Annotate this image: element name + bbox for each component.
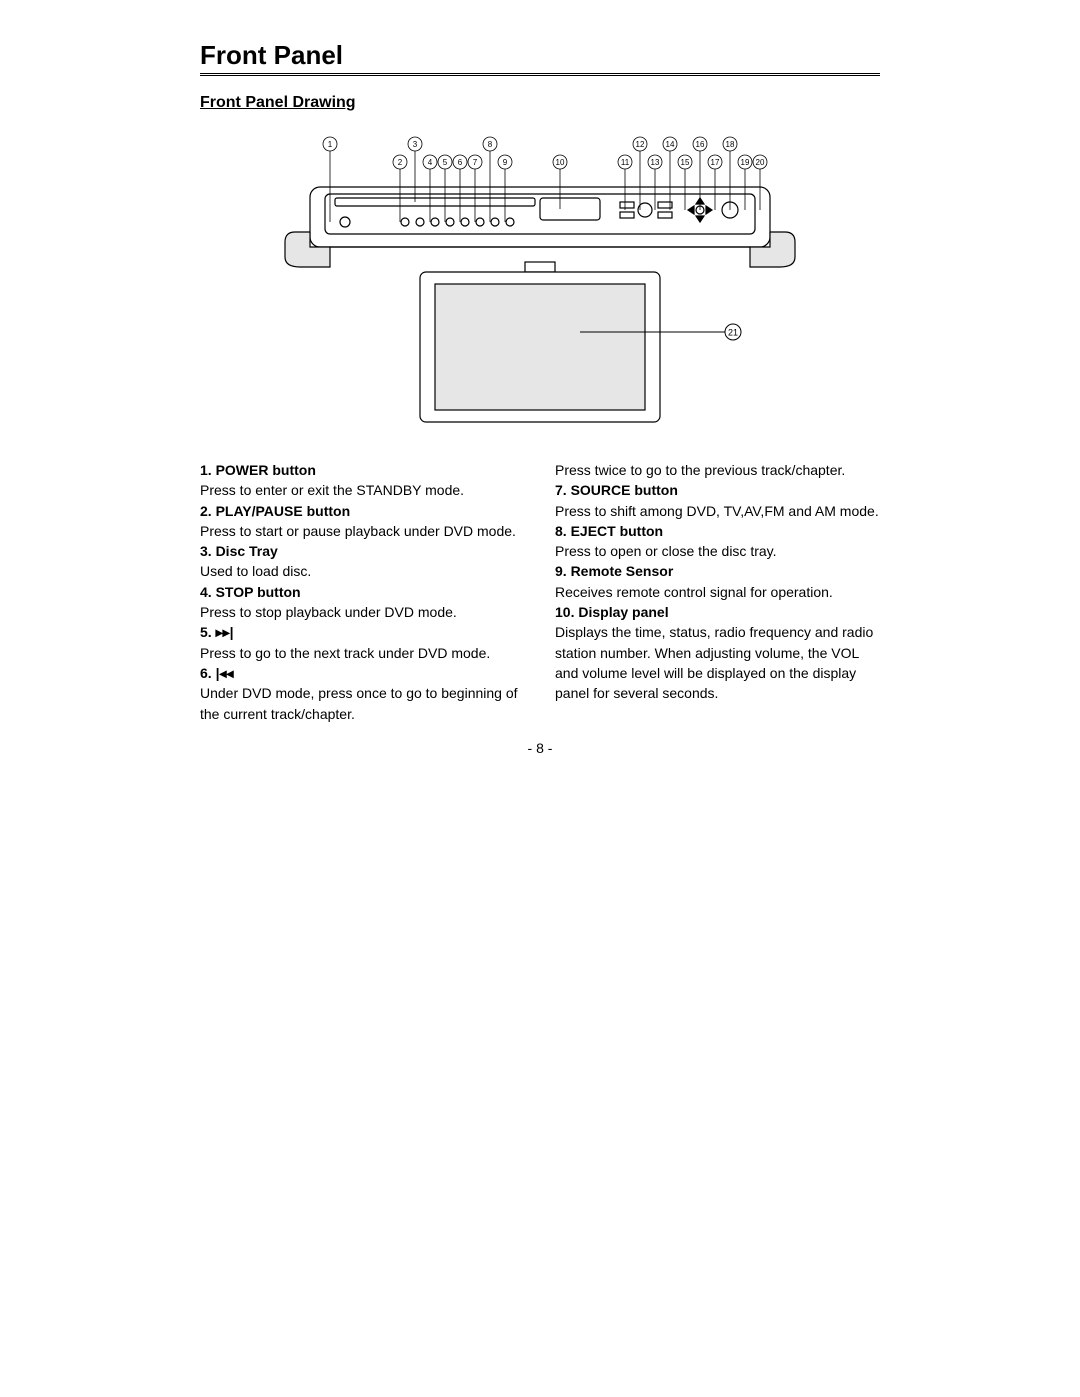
callout-18-label: 18	[726, 140, 735, 149]
right-column: Press twice to go to the previous track/…	[555, 460, 880, 724]
item-body: Displays the time, status, radio frequen…	[555, 622, 880, 703]
callout-13-label: 13	[651, 158, 660, 167]
callout-19-label: 19	[741, 158, 750, 167]
callout-20-label: 20	[756, 158, 765, 167]
diagram-svg: 21 1234567891011121314151617181920	[280, 132, 800, 432]
item-body: Used to load disc.	[200, 561, 525, 581]
left-column: 1. POWER buttonPress to enter or exit th…	[200, 460, 525, 724]
item-title: 1. POWER button	[200, 460, 525, 480]
callout-16-label: 16	[696, 140, 705, 149]
callout-14-label: 14	[666, 140, 675, 149]
item-body: Press to start or pause playback under D…	[200, 521, 525, 541]
title-underline: Front Panel	[200, 40, 880, 76]
callout-10-label: 10	[556, 158, 565, 167]
callout-2-label: 2	[398, 158, 403, 167]
callout-1-label: 1	[328, 140, 333, 149]
callout-17-label: 17	[711, 158, 720, 167]
callout-21-label: 21	[728, 328, 738, 338]
item-body: Receives remote control signal for opera…	[555, 582, 880, 602]
callout-15-label: 15	[681, 158, 690, 167]
item-title: 6. |◂◂	[200, 663, 525, 683]
item-body: Press to shift among DVD, TV,AV,FM and A…	[555, 501, 880, 521]
item-title: 5. ▸▸|	[200, 622, 525, 642]
item-title: 9. Remote Sensor	[555, 561, 880, 581]
item-title: 4. STOP button	[200, 582, 525, 602]
item-body: Press to go to the next track under DVD …	[200, 643, 525, 663]
front-panel-diagram: 21 1234567891011121314151617181920	[280, 132, 800, 432]
manual-page: Front Panel Front Panel Drawing	[0, 0, 1080, 1397]
callout-8-label: 8	[488, 140, 493, 149]
item-title: 2. PLAY/PAUSE button	[200, 501, 525, 521]
item-title: 8. EJECT button	[555, 521, 880, 541]
callout-11-label: 11	[621, 158, 630, 167]
item-body: Press twice to go to the previous track/…	[555, 460, 880, 480]
item-body: Press to enter or exit the STANDBY mode.	[200, 480, 525, 500]
callout-6-label: 6	[458, 158, 463, 167]
subtitle: Front Panel Drawing	[200, 94, 880, 112]
callout-7-label: 7	[473, 158, 478, 167]
item-body: Press to open or close the disc tray.	[555, 541, 880, 561]
item-title: 10. Display panel	[555, 602, 880, 622]
description-columns: 1. POWER buttonPress to enter or exit th…	[200, 460, 880, 724]
item-body: Under DVD mode, press once to go to begi…	[200, 683, 525, 724]
page-number: - 8 -	[200, 740, 880, 756]
callout-12-label: 12	[636, 140, 645, 149]
item-title: 7. SOURCE button	[555, 480, 880, 500]
item-body: Press to stop playback under DVD mode.	[200, 602, 525, 622]
callout-3-label: 3	[413, 140, 418, 149]
callout-4-label: 4	[428, 158, 433, 167]
item-title: 3. Disc Tray	[200, 541, 525, 561]
callout-5-label: 5	[443, 158, 448, 167]
page-title: Front Panel	[200, 40, 880, 71]
callout-9-label: 9	[503, 158, 508, 167]
